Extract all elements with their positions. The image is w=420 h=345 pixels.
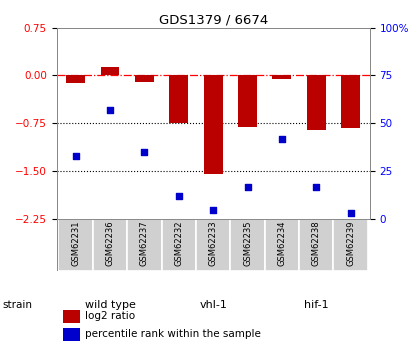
Text: GSM62237: GSM62237 (140, 221, 149, 266)
Bar (66, 76, 85, 83)
Title: GDS1379 / 6674: GDS1379 / 6674 (158, 13, 268, 27)
Bar (307, 76, 326, 130)
Bar (299, 219, 333, 271)
Bar (135, 76, 154, 82)
Text: vhl-1: vhl-1 (199, 300, 227, 310)
Point (244, 184, 251, 189)
Text: GSM62232: GSM62232 (174, 221, 183, 266)
Text: GSM62238: GSM62238 (312, 221, 321, 266)
Bar (100, 67, 119, 76)
Text: log2 ratio: log2 ratio (85, 311, 135, 321)
Text: GSM62233: GSM62233 (209, 221, 218, 266)
Text: hif-1: hif-1 (304, 300, 328, 310)
Text: wild type: wild type (84, 300, 135, 310)
Text: percentile rank within the sample: percentile rank within the sample (85, 329, 261, 339)
Point (278, 136, 285, 141)
Bar (196, 219, 230, 271)
Point (107, 107, 113, 113)
Bar (341, 76, 360, 128)
Bar (162, 219, 196, 271)
Bar (63, 310, 80, 323)
Point (141, 149, 148, 155)
Bar (265, 219, 299, 271)
Bar (63, 328, 80, 341)
Text: GSM62234: GSM62234 (278, 221, 286, 266)
Bar (58, 219, 93, 271)
Bar (127, 219, 162, 271)
Bar (204, 76, 223, 175)
Point (313, 184, 320, 189)
Text: GSM62239: GSM62239 (346, 221, 355, 266)
Point (347, 210, 354, 216)
Text: strain: strain (3, 300, 33, 310)
Bar (273, 76, 291, 79)
Bar (333, 219, 368, 271)
Bar (169, 76, 188, 124)
Bar (238, 76, 257, 127)
Text: GSM62235: GSM62235 (243, 221, 252, 266)
Text: GSM62231: GSM62231 (71, 221, 80, 266)
Bar (93, 219, 127, 271)
Bar (230, 219, 265, 271)
Text: GSM62236: GSM62236 (105, 221, 115, 266)
Point (176, 193, 182, 199)
Point (72, 153, 79, 159)
Point (210, 207, 217, 212)
